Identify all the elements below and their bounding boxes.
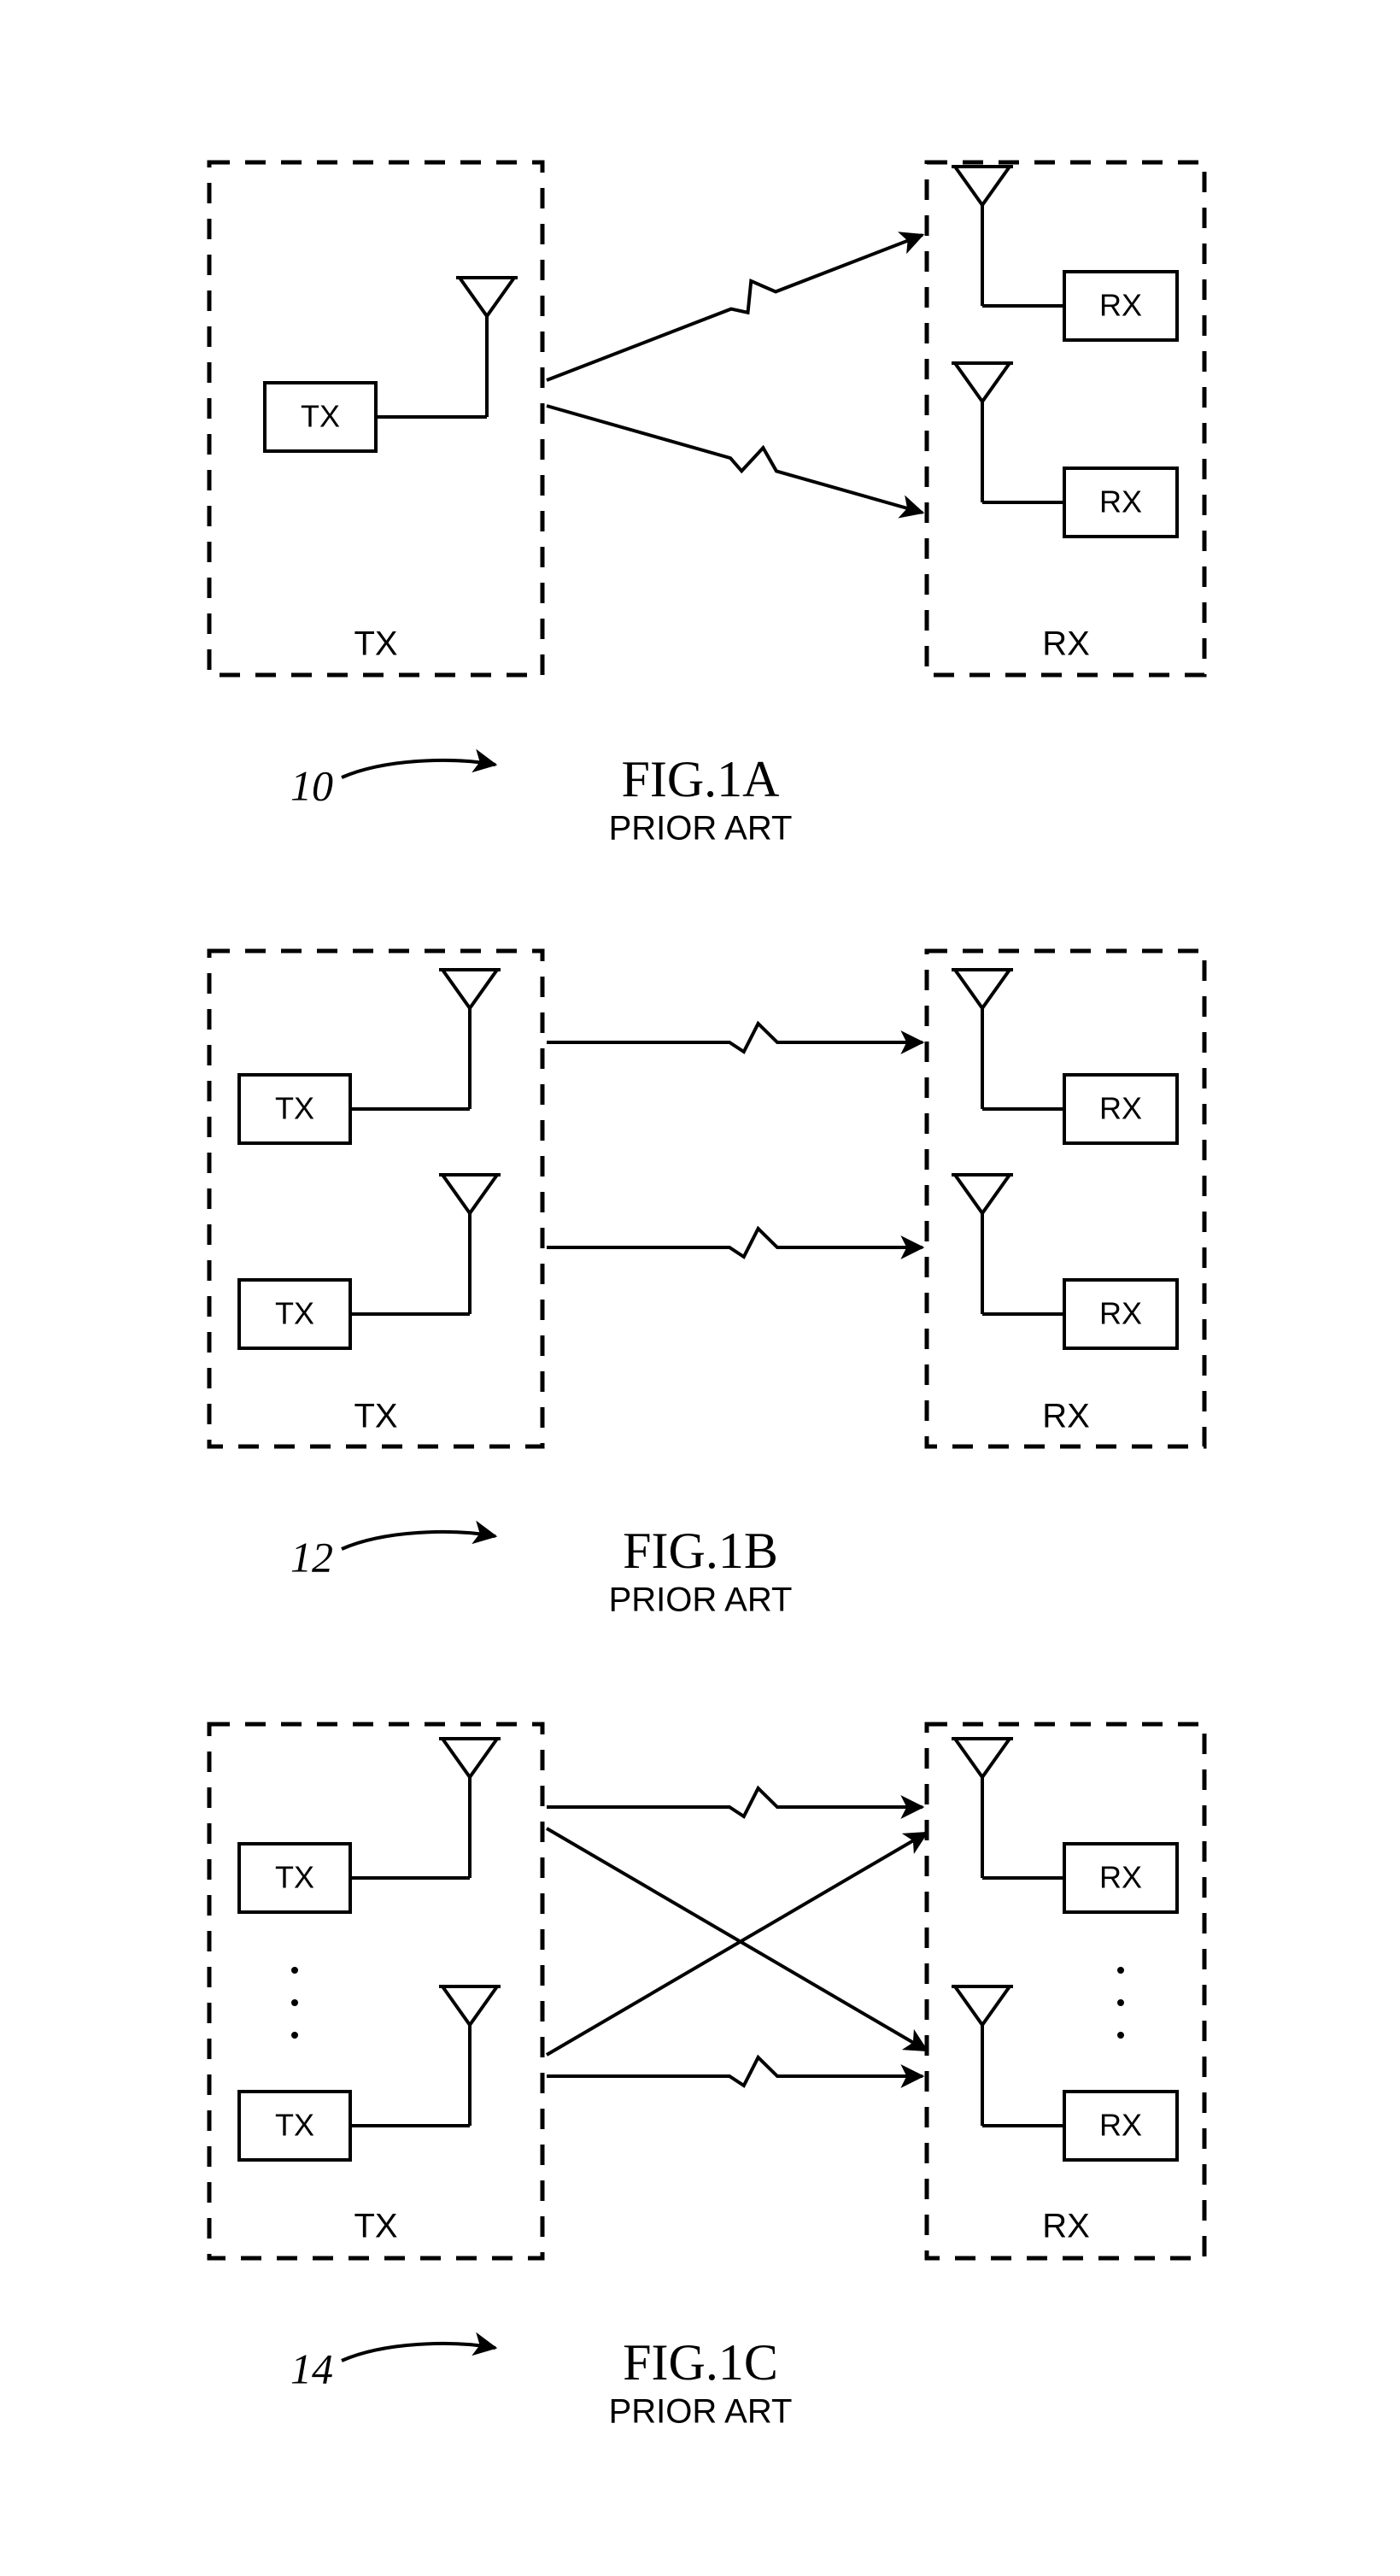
svg-text:RX: RX [1099,1296,1142,1331]
svg-text:RX: RX [1099,1091,1142,1126]
svg-text:TX: TX [275,1091,314,1126]
svg-text:FIG.1B: FIG.1B [623,1523,778,1579]
page: TXRXTXRXRXFIG.1APRIOR ART10TXRXTXTXRXRXF… [0,0,1400,2576]
svg-text:TX: TX [275,1860,314,1895]
svg-text:RX: RX [1099,2108,1142,2143]
svg-text:TX: TX [354,625,397,663]
svg-text:TX: TX [301,399,340,434]
svg-text:TX: TX [354,2208,397,2245]
svg-text:RX: RX [1042,625,1090,663]
svg-text:FIG.1C: FIG.1C [623,2334,778,2391]
diagram-canvas: TXRXTXRXRXFIG.1APRIOR ART10TXRXTXTXRXRXF… [0,0,1400,2576]
svg-text:RX: RX [1042,2208,1090,2245]
svg-text:12: 12 [290,1533,333,1581]
svg-text:RX: RX [1099,1860,1142,1895]
svg-text:TX: TX [275,1296,314,1331]
svg-text:TX: TX [354,1398,397,1435]
svg-text:TX: TX [275,2108,314,2143]
svg-text:RX: RX [1099,484,1142,519]
svg-text:14: 14 [290,2344,333,2392]
svg-text:FIG.1A: FIG.1A [621,751,779,807]
svg-text:10: 10 [290,761,333,809]
svg-text:PRIOR ART: PRIOR ART [609,2393,793,2431]
svg-text:PRIOR ART: PRIOR ART [609,1581,793,1619]
svg-text:RX: RX [1099,288,1142,323]
svg-text:RX: RX [1042,1398,1090,1435]
svg-text:PRIOR ART: PRIOR ART [609,810,793,848]
